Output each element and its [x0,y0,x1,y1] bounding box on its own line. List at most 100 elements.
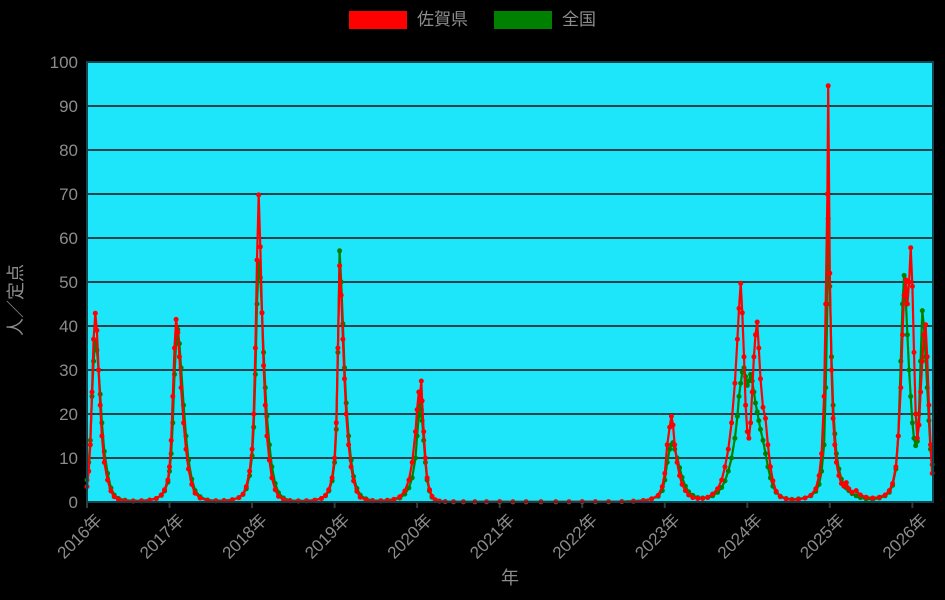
data-point [329,475,335,481]
data-point [419,398,425,404]
data-point [333,420,339,426]
data-point [269,475,275,481]
data-point [276,493,281,499]
data-point [197,495,203,501]
data-point [247,468,253,474]
data-point [418,378,424,384]
data-point [734,413,740,419]
data-point [918,389,924,395]
data-point [158,492,164,498]
data-point [94,327,100,333]
data-point [337,248,343,254]
data-point [901,292,907,298]
data-point [719,485,725,490]
data-point [739,310,745,316]
data-point [753,332,758,338]
data-point [655,492,661,498]
data-point [829,367,834,373]
data-point [406,477,412,483]
data-point [738,280,744,286]
data-point [813,486,819,492]
data-point [808,492,814,498]
data-point [760,437,766,443]
data-point [773,488,779,494]
data-point [115,496,121,502]
data-point [695,496,701,501]
data-point [738,380,744,386]
data-point [710,491,716,497]
y-tick-label: 30 [59,361,78,380]
data-point [736,305,742,311]
data-point [424,475,430,481]
data-point [763,451,768,457]
data-point [833,459,839,465]
data-point [846,486,852,492]
data-point [168,437,174,443]
data-point [908,393,914,399]
y-tick-label: 60 [59,229,78,248]
data-point [816,473,822,479]
data-point [335,345,341,351]
data-point [819,451,825,457]
data-point [770,478,776,484]
data-point [178,385,184,391]
data-point [280,496,286,502]
y-axis-title: 人／定点 [6,264,26,336]
data-point [682,488,688,494]
data-point [919,308,925,314]
y-tick-label: 40 [59,317,78,336]
data-point [357,494,363,500]
data-point [705,494,711,500]
data-point [756,418,762,424]
x-tick-label: 2021年 [466,510,518,562]
data-point [748,420,754,426]
data-point [421,429,427,435]
data-point [413,429,418,435]
data-point [719,477,725,483]
data-point [409,459,415,465]
data-point [748,371,754,377]
data-point [857,492,863,498]
data-point [863,494,869,500]
data-point [758,426,763,432]
x-tick-label: 2024年 [714,510,766,562]
legend-item-saga: 佐賀県 [349,11,468,29]
data-point [416,389,422,395]
data-point [893,464,899,470]
data-point [105,477,111,483]
data-point [760,404,766,410]
data-point [97,402,103,408]
x-tick-label: 2018年 [219,510,271,562]
data-point [923,322,929,328]
data-point [921,332,927,338]
plot-border [86,61,934,503]
data-point [96,367,102,373]
data-point [908,245,914,251]
legend-label-saga: 佐賀県 [417,10,468,29]
x-tick-label: 2020年 [384,510,436,562]
data-point [796,496,801,502]
y-tick-label: 80 [59,141,78,160]
data-point [668,413,674,419]
data-point [189,481,195,487]
data-point [767,464,773,470]
data-point [183,446,189,452]
data-point [895,433,901,439]
data-point [821,393,827,399]
data-point [841,483,847,489]
legend-item-national: 全国 [494,11,596,29]
data-point [264,433,270,439]
data-point [342,376,347,382]
data-point [744,429,750,435]
data-point [87,442,93,448]
data-point [249,446,255,452]
data-point [332,455,338,461]
data-point [722,464,728,470]
data-point [763,415,768,421]
data-point [391,496,397,502]
data-point [323,492,328,498]
legend: 佐賀県 全国 [0,11,945,29]
data-point [254,257,260,263]
y-tick-label: 0 [69,493,78,512]
data-point [236,495,242,501]
